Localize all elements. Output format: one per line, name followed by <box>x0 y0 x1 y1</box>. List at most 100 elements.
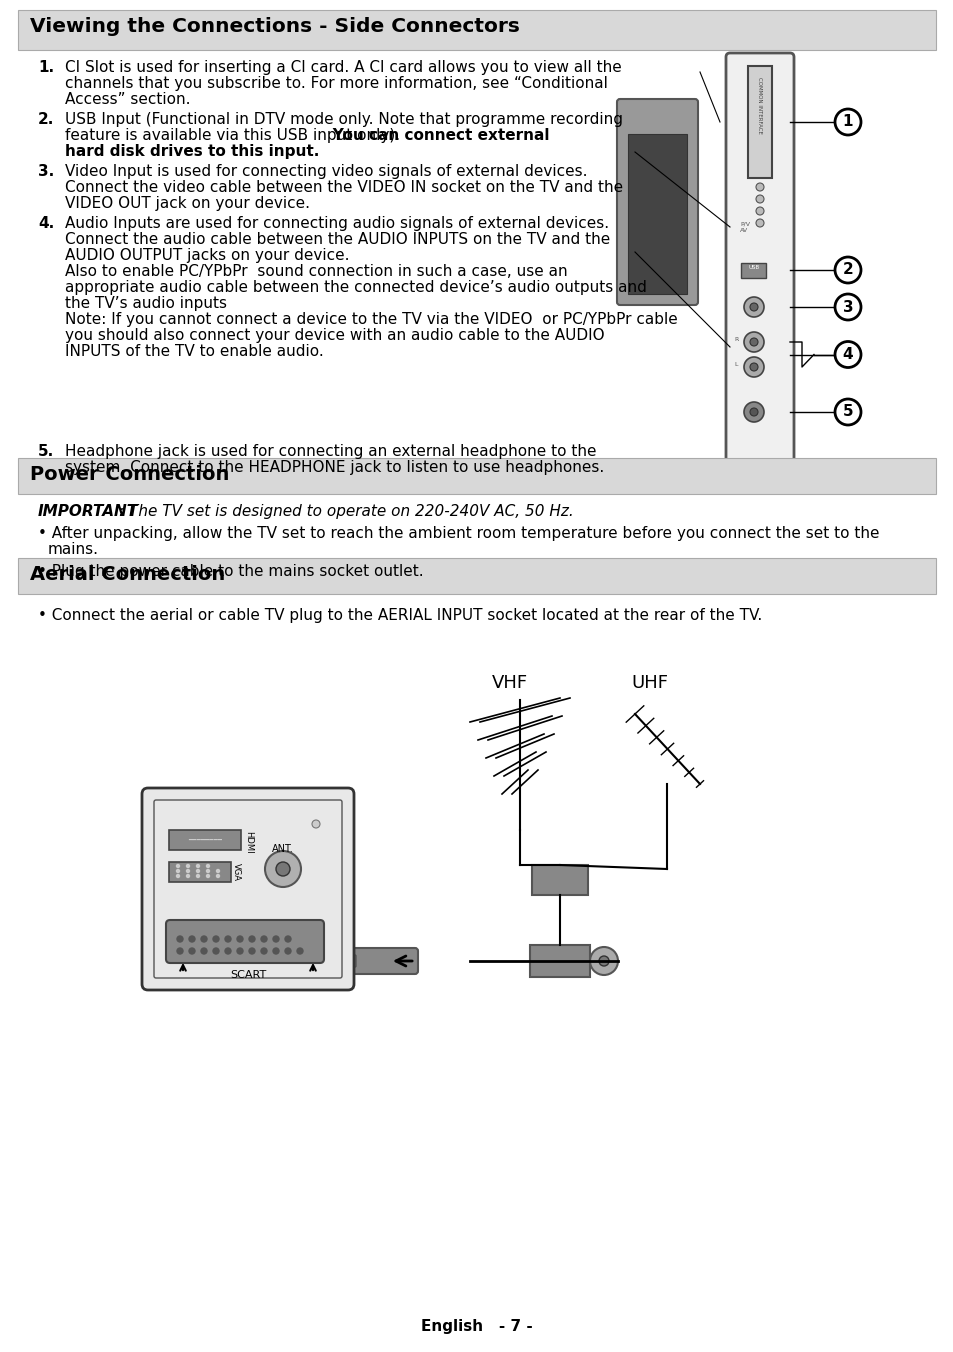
Text: VHF: VHF <box>492 675 528 692</box>
Text: AUDIO OUTPUT jacks on your device.: AUDIO OUTPUT jacks on your device. <box>65 247 349 264</box>
Circle shape <box>216 869 219 872</box>
Text: USB Input (Functional in DTV mode only. Note that programme recording: USB Input (Functional in DTV mode only. … <box>65 112 622 127</box>
Text: 2: 2 <box>841 262 853 277</box>
Circle shape <box>755 195 763 203</box>
Text: channels that you subscribe to. For more information, see “Conditional: channels that you subscribe to. For more… <box>65 76 607 91</box>
Text: you should also connect your device with an audio cable to the AUDIO: you should also connect your device with… <box>65 329 604 343</box>
Circle shape <box>261 948 267 955</box>
Text: feature is available via this USB input only).: feature is available via this USB input … <box>65 128 405 143</box>
Circle shape <box>186 864 190 868</box>
Circle shape <box>749 303 758 311</box>
Circle shape <box>236 948 243 955</box>
Text: You can connect external: You can connect external <box>65 128 549 143</box>
Text: • Connect the aerial or cable TV plug to the AERIAL INPUT socket located at the : • Connect the aerial or cable TV plug to… <box>38 608 761 623</box>
Circle shape <box>755 183 763 191</box>
Circle shape <box>176 864 179 868</box>
Circle shape <box>201 948 207 955</box>
FancyBboxPatch shape <box>617 99 698 306</box>
FancyBboxPatch shape <box>347 948 417 973</box>
Circle shape <box>261 936 267 942</box>
Circle shape <box>176 869 179 872</box>
Circle shape <box>312 930 319 938</box>
Circle shape <box>834 399 861 425</box>
Text: 3.: 3. <box>38 164 54 178</box>
Text: CI Slot is used for inserting a CI card. A CI card allows you to view all the: CI Slot is used for inserting a CI card.… <box>65 59 621 74</box>
Text: hard disk drives to this input.: hard disk drives to this input. <box>65 145 319 160</box>
Text: Viewing the Connections - Side Connectors: Viewing the Connections - Side Connector… <box>30 18 519 37</box>
Circle shape <box>196 869 199 872</box>
Circle shape <box>249 948 254 955</box>
Text: VIDEO OUT jack on your device.: VIDEO OUT jack on your device. <box>65 196 310 211</box>
Text: Note: If you cannot connect a device to the TV via the VIDEO  or PC/YPbPr cable: Note: If you cannot connect a device to … <box>65 312 677 327</box>
Text: the TV’s audio inputs: the TV’s audio inputs <box>65 296 227 311</box>
Text: R: R <box>733 337 738 342</box>
Text: Video Input is used for connecting video signals of external devices.: Video Input is used for connecting video… <box>65 164 587 178</box>
Text: system. Connect to the HEADPHONE jack to listen to use headphones.: system. Connect to the HEADPHONE jack to… <box>65 460 603 475</box>
FancyBboxPatch shape <box>142 788 354 990</box>
Text: ━━━━━━━━: ━━━━━━━━ <box>188 837 222 844</box>
Circle shape <box>176 875 179 877</box>
Circle shape <box>749 408 758 416</box>
Text: 3: 3 <box>841 300 852 315</box>
Text: IMPORTANT: IMPORTANT <box>38 504 138 519</box>
Circle shape <box>589 946 618 975</box>
Text: SCART: SCART <box>230 969 266 980</box>
Circle shape <box>743 402 763 422</box>
Circle shape <box>834 110 861 135</box>
Circle shape <box>598 956 608 965</box>
Circle shape <box>296 948 303 955</box>
Circle shape <box>189 936 194 942</box>
Text: USB: USB <box>748 265 759 270</box>
Text: appropriate audio cable between the connected device’s audio outputs and: appropriate audio cable between the conn… <box>65 280 646 295</box>
Circle shape <box>186 869 190 872</box>
FancyBboxPatch shape <box>18 458 935 493</box>
Circle shape <box>285 948 291 955</box>
Text: Access” section.: Access” section. <box>65 92 191 107</box>
Circle shape <box>312 821 319 827</box>
Circle shape <box>749 338 758 346</box>
Circle shape <box>186 875 190 877</box>
Text: 5: 5 <box>841 404 852 419</box>
FancyBboxPatch shape <box>627 134 686 293</box>
Circle shape <box>834 293 861 320</box>
Circle shape <box>749 362 758 370</box>
Text: P/V
AV: P/V AV <box>740 222 749 233</box>
Circle shape <box>206 875 210 877</box>
FancyBboxPatch shape <box>18 558 935 594</box>
Circle shape <box>236 936 243 942</box>
FancyBboxPatch shape <box>725 53 793 481</box>
FancyBboxPatch shape <box>346 955 355 967</box>
Circle shape <box>743 297 763 316</box>
FancyBboxPatch shape <box>166 919 324 963</box>
Circle shape <box>213 936 219 942</box>
Circle shape <box>273 948 278 955</box>
Text: English   - 7 -: English - 7 - <box>420 1320 533 1334</box>
Circle shape <box>834 342 861 368</box>
FancyBboxPatch shape <box>747 66 771 178</box>
Text: 4.: 4. <box>38 216 54 231</box>
Circle shape <box>265 850 301 887</box>
Circle shape <box>225 936 231 942</box>
Text: HDMI: HDMI <box>244 831 253 853</box>
Text: 5.: 5. <box>38 443 54 458</box>
Text: Power Connection: Power Connection <box>30 465 229 484</box>
Circle shape <box>225 948 231 955</box>
Text: UHF: UHF <box>631 675 668 692</box>
Circle shape <box>189 948 194 955</box>
Circle shape <box>834 257 861 283</box>
Text: Connect the audio cable between the AUDIO INPUTS on the TV and the: Connect the audio cable between the AUDI… <box>65 233 610 247</box>
FancyBboxPatch shape <box>169 830 241 850</box>
Text: INPUTS of the TV to enable audio.: INPUTS of the TV to enable audio. <box>65 343 323 360</box>
Circle shape <box>285 936 291 942</box>
FancyBboxPatch shape <box>530 945 589 977</box>
Text: : The TV set is designed to operate on 220-240V AC, 50 Hz.: : The TV set is designed to operate on 2… <box>119 504 573 519</box>
Text: 2.: 2. <box>38 112 54 127</box>
Circle shape <box>196 875 199 877</box>
Text: Also to enable PC/YPbPr  sound connection in such a case, use an: Also to enable PC/YPbPr sound connection… <box>65 264 567 279</box>
Circle shape <box>249 936 254 942</box>
Text: ANT.: ANT. <box>272 844 294 854</box>
Text: 1.: 1. <box>38 59 54 74</box>
Text: COMMON INTERFACE: COMMON INTERFACE <box>757 77 761 134</box>
FancyBboxPatch shape <box>532 865 587 895</box>
Circle shape <box>755 207 763 215</box>
